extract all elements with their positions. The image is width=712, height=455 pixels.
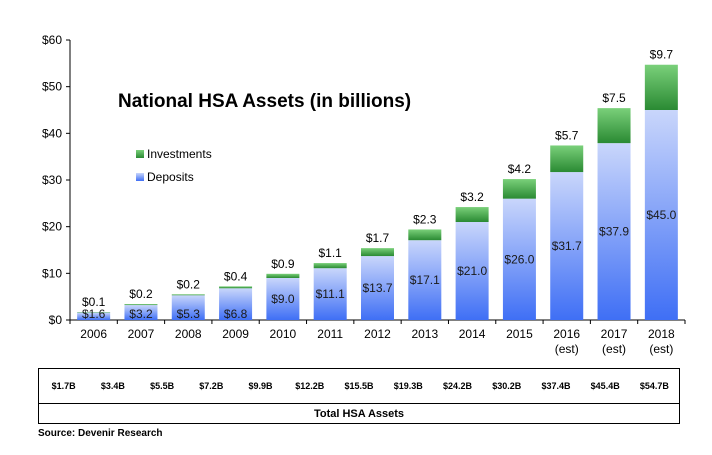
total-value: $12.2B xyxy=(295,381,325,391)
investments-bar xyxy=(455,207,489,222)
total-value: $7.2B xyxy=(199,381,224,391)
total-value: $5.5B xyxy=(150,381,175,391)
investments-bar xyxy=(408,229,442,241)
x-tick-sublabel: (est) xyxy=(555,342,579,356)
investments-bar xyxy=(124,304,158,306)
y-tick-label: $10 xyxy=(42,266,62,280)
y-tick-label: $60 xyxy=(42,33,62,47)
x-tick-label: 2016 xyxy=(553,327,580,341)
x-tick-label: 2012 xyxy=(364,327,391,341)
totals-row: $1.7B $3.4B $5.5B $7.2B $9.9B $12.2B $15.5B $19… xyxy=(39,369,679,403)
deposits-value-label: $21.0 xyxy=(457,264,487,278)
investments-value-label: $3.2 xyxy=(460,190,484,204)
investments-value-label: $1.1 xyxy=(319,246,343,260)
y-tick-label: $50 xyxy=(42,80,62,94)
x-tick-label: 2015 xyxy=(506,327,533,341)
deposits-value-label: $11.1 xyxy=(316,287,345,301)
legend: Investments Deposits xyxy=(136,147,212,184)
deposits-bar xyxy=(408,240,442,320)
total-value: $1.7B xyxy=(51,381,76,391)
total-value: $3.4B xyxy=(100,381,125,391)
legend-swatch-investments xyxy=(136,150,144,158)
x-tick-label: 2008 xyxy=(175,327,202,341)
investments-bar xyxy=(219,286,253,289)
investments-value-label: $7.5 xyxy=(602,91,626,105)
investments-value-label: $9.7 xyxy=(650,48,674,62)
deposits-bar xyxy=(644,110,678,320)
total-value: $9.9B xyxy=(248,381,273,391)
investments-value-label: $4.2 xyxy=(508,162,532,176)
deposits-value-label: $31.7 xyxy=(552,239,582,253)
investments-value-label: $0.2 xyxy=(129,287,153,301)
investments-bar xyxy=(550,145,584,173)
deposits-value-label: $37.9 xyxy=(599,225,629,239)
deposits-value-label: $5.3 xyxy=(177,307,201,321)
investments-bar xyxy=(266,273,300,278)
deposits-value-label: $45.0 xyxy=(646,208,676,222)
investments-bar xyxy=(644,64,678,110)
investments-bar xyxy=(502,179,536,199)
legend-label-deposits: Deposits xyxy=(147,170,194,184)
deposits-value-label: $3.2 xyxy=(129,307,153,321)
source-note: Source: Devenir Research xyxy=(38,428,163,439)
total-value: $15.5B xyxy=(344,381,374,391)
deposits-bar xyxy=(266,278,300,320)
deposits-bar xyxy=(313,268,347,320)
y-tick-label: $30 xyxy=(42,173,62,187)
deposits-bar xyxy=(77,312,111,320)
investments-bar xyxy=(597,108,631,144)
x-tick-sublabel: (est) xyxy=(602,342,626,356)
x-tick-label: 2007 xyxy=(128,327,155,341)
investments-value-label: $0.1 xyxy=(82,295,106,309)
x-tick-label: 2018 xyxy=(648,327,675,341)
deposits-value-label: $6.8 xyxy=(224,307,248,321)
investments-bar xyxy=(313,263,347,269)
y-tick-label: $40 xyxy=(42,126,62,140)
total-value: $37.4B xyxy=(541,381,571,391)
investments-value-label: $1.7 xyxy=(366,231,390,245)
x-tick-label: 2011 xyxy=(317,327,343,341)
y-tick-label: $0 xyxy=(49,313,63,327)
investments-bar xyxy=(171,294,205,296)
deposits-value-label: $13.7 xyxy=(362,281,392,295)
investments-value-label: $2.3 xyxy=(413,212,437,226)
deposits-value-label: $17.1 xyxy=(410,273,440,287)
deposits-value-label: $26.0 xyxy=(504,252,534,266)
deposits-bar xyxy=(124,305,158,320)
deposits-bar xyxy=(502,198,536,320)
deposits-bar xyxy=(597,143,631,320)
investments-value-label: $0.2 xyxy=(177,277,201,291)
investments-value-label: $0.4 xyxy=(224,269,248,283)
x-tick-label: 2010 xyxy=(270,327,297,341)
x-tick-label: 2009 xyxy=(222,327,249,341)
totals-label: Total HSA Assets xyxy=(39,403,679,424)
investments-value-label: $5.7 xyxy=(555,128,579,142)
deposits-bar xyxy=(171,295,205,320)
deposits-value-label: $1.6 xyxy=(82,307,106,321)
bars: $1.6$0.1 2006 $3.2 $0.2 2007 $5.3 $0.2 2008 $6.8… xyxy=(77,48,678,356)
x-tick-label: 2014 xyxy=(459,327,486,341)
hsa-assets-chart: $0 $10 $20 $30 $40 $50 $60 $1.6$0.1 2006 $3.2 $0.… xyxy=(42,33,686,356)
total-value: $19.3B xyxy=(393,381,423,391)
investments-value-label: $0.9 xyxy=(271,257,295,271)
total-value: $45.4B xyxy=(590,381,620,391)
x-tick-label: 2006 xyxy=(80,327,107,341)
deposits-bar xyxy=(455,222,489,320)
totals-table: $1.7B $3.4B $5.5B $7.2B $9.9B $12.2B $15.5B $19… xyxy=(38,368,680,424)
total-value: $30.2B xyxy=(492,381,522,391)
chart-title: National HSA Assets (in billions) xyxy=(118,91,411,112)
deposits-bar xyxy=(219,288,253,320)
legend-swatch-deposits xyxy=(136,173,144,181)
deposits-bar xyxy=(361,256,394,320)
x-tick-label: 2017 xyxy=(601,327,628,341)
legend-label-investments: Investments xyxy=(147,147,212,161)
x-tick-label: 2013 xyxy=(411,327,438,341)
y-tick-label: $20 xyxy=(42,220,62,234)
x-tick-sublabel: (est) xyxy=(649,342,673,356)
deposits-value-label: $9.0 xyxy=(271,292,295,306)
total-value: $54.7B xyxy=(639,381,669,391)
total-value: $24.2B xyxy=(442,381,472,391)
deposits-bar xyxy=(550,172,584,320)
investments-bar xyxy=(361,248,394,257)
